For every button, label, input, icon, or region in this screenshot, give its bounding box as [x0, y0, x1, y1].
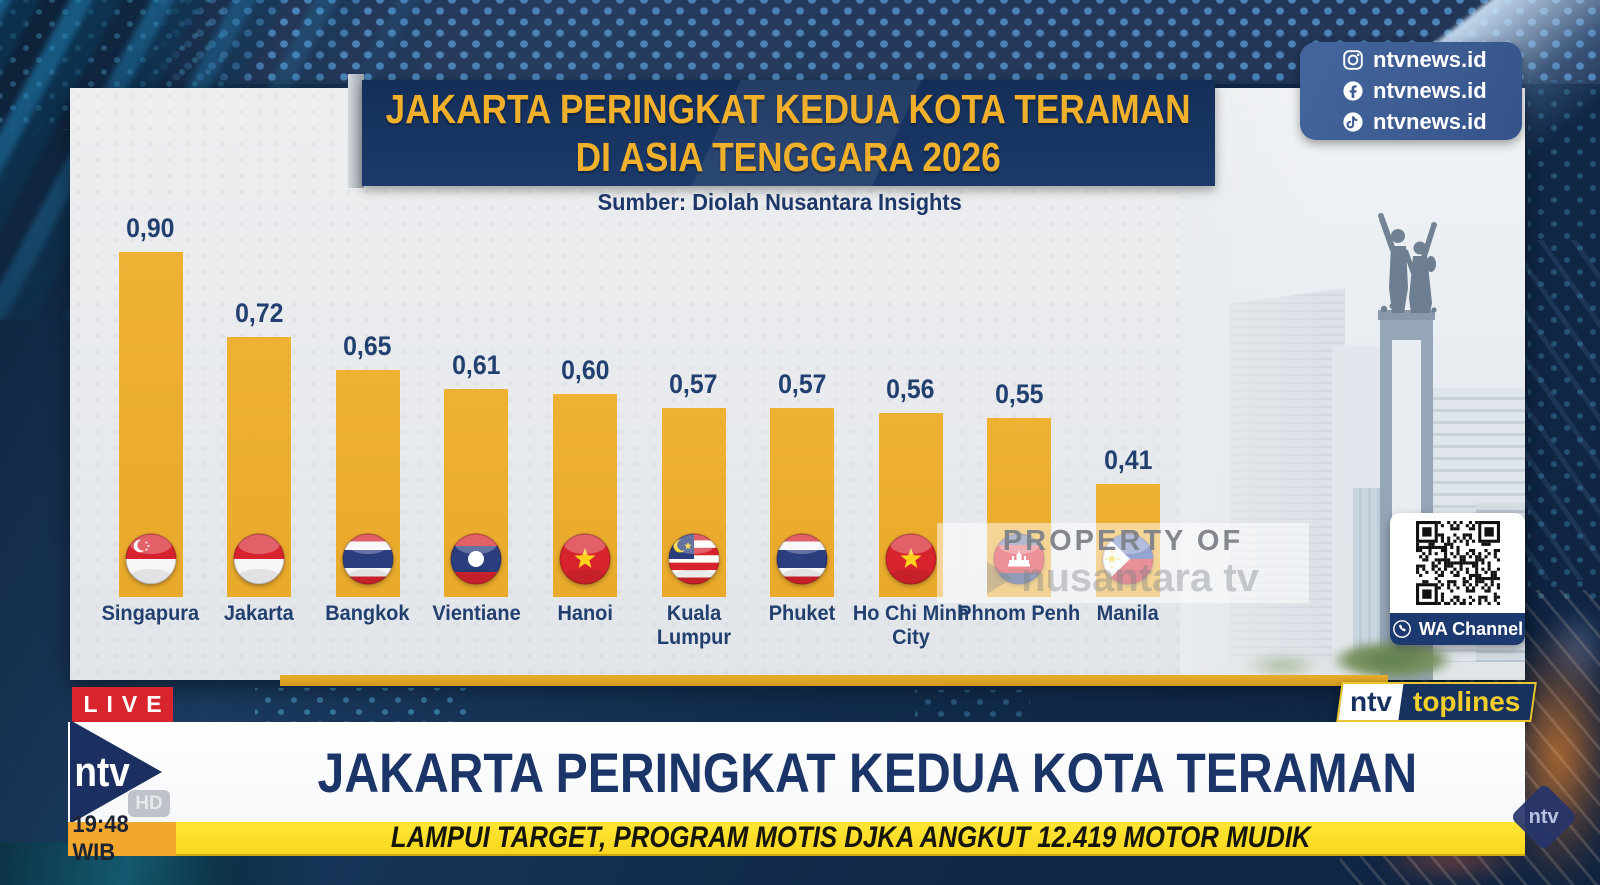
- social-row-facebook: ntvnews.id: [1300, 78, 1522, 104]
- chart-column: 0,57 Phuket: [737, 88, 867, 680]
- chart-source: Sumber: Diolah Nusantara Insights: [597, 189, 963, 215]
- bar-value: 0,60: [560, 355, 610, 385]
- singapore-flag-icon: [124, 533, 177, 585]
- indonesia-flag-icon: [233, 533, 285, 585]
- banner-sheen: [362, 80, 1215, 186]
- wa-channel-footer: WA Channel: [1390, 613, 1525, 645]
- ntv-toplines-logo: ntv toplines: [1336, 682, 1538, 722]
- laos-flag-icon: [450, 533, 502, 585]
- bar-label: Vientiane: [432, 602, 521, 625]
- watermark-line2: nusantara tv: [987, 558, 1259, 598]
- qr-code-box: WA Channel: [1390, 513, 1525, 645]
- chart-column: 0,56 Ho Chi Minh City: [846, 88, 976, 680]
- vietnam-flag-icon: [559, 533, 611, 585]
- social-handle: ntvnews.id: [1373, 78, 1487, 103]
- bar-label: Bangkok: [325, 602, 410, 625]
- bar-value: 0,56: [886, 374, 935, 404]
- bar-value: 0,55: [995, 379, 1044, 409]
- malaysia-flag-icon: [667, 533, 720, 585]
- news-ticker: LAMPUI TARGET, PROGRAM MOTIS DJKA ANGKUT…: [176, 821, 1525, 856]
- bar-label: Hanoi: [557, 602, 613, 625]
- headline: JAKARTA PERINGKAT KEDUA KOTA TERAMAN: [317, 740, 1418, 804]
- bar-label: Phuket: [768, 602, 836, 625]
- chart-column: 0,61 Vientiane: [411, 88, 541, 680]
- chart-title-line2: DI ASIA TENGGARA 2026: [575, 134, 1002, 180]
- bar-value: 0,41: [1103, 445, 1153, 475]
- play-triangle-icon: [987, 562, 1014, 594]
- social-handle: ntvnews.id: [1373, 47, 1487, 72]
- bar-value: 0,57: [669, 369, 718, 399]
- clock: 19:48 WIB: [68, 811, 176, 866]
- chart-column: 0,72 Jakarta: [194, 88, 324, 680]
- background-dots-right: [1528, 80, 1600, 600]
- wa-channel-label: WA Channel: [1418, 618, 1524, 639]
- instagram-icon: [1343, 50, 1363, 70]
- chart-column: 0,60 Hanoi: [520, 88, 650, 680]
- bar-value: 0,57: [777, 369, 827, 399]
- toplines-brand: ntv: [1338, 684, 1404, 720]
- thailand-flag-icon: [341, 533, 394, 585]
- property-watermark: PROPERTY OF nusantara tv: [937, 523, 1309, 603]
- gold-divider-bar: [280, 675, 1388, 686]
- bar-label: Ho Chi Minh City: [852, 602, 969, 649]
- chart-column: 0,90 Singapura: [86, 88, 216, 680]
- bar-label: Manila: [1096, 602, 1159, 625]
- social-handle: ntvnews.id: [1373, 109, 1487, 134]
- bar-value: 0,65: [343, 331, 392, 361]
- watermark-line1: PROPERTY OF: [1002, 525, 1244, 557]
- bar-value: 0,72: [234, 298, 284, 328]
- hd-badge: HD: [128, 790, 170, 817]
- chart-column: 0,65 Bangkok: [303, 88, 433, 680]
- bar-label: Kuala Lumpur: [656, 602, 731, 649]
- facebook-icon: [1343, 81, 1363, 101]
- background-dots-strip: [255, 688, 470, 722]
- live-badge: LIVE: [72, 687, 173, 722]
- social-row-tiktok: ntvnews.id: [1300, 109, 1522, 135]
- lower-third-bar: JAKARTA PERINGKAT KEDUA KOTA TERAMAN ntv…: [68, 720, 1525, 824]
- chart-title-banner: JAKARTA PERINGKAT KEDUA KOTA TERAMAN DI …: [362, 80, 1215, 186]
- social-row-instagram: ntvnews.id: [1300, 47, 1522, 73]
- background-dots-strip: [915, 690, 1030, 720]
- tiktok-icon: [1343, 112, 1363, 132]
- social-handles-box: ntvnews.id ntvnews.id ntvnews.id: [1300, 42, 1522, 140]
- banner-accent-bar: [348, 74, 364, 188]
- background-streaks-right: [1518, 240, 1600, 580]
- vietnam-flag-icon: [884, 533, 937, 585]
- bar-value: 0,90: [126, 213, 175, 243]
- thailand-flag-icon: [776, 533, 828, 585]
- bar-label: Phnom Penh: [958, 602, 1081, 625]
- chart-column: 0,57 Kuala Lumpur: [629, 88, 759, 680]
- bar-value: 0,61: [452, 350, 501, 380]
- toplines-label: toplines: [1398, 684, 1535, 720]
- bar-label: Jakarta: [224, 602, 295, 625]
- bar-label: Singapura: [101, 602, 200, 625]
- chart-title-line1: JAKARTA PERINGKAT KEDUA KOTA TERAMAN: [385, 86, 1192, 132]
- whatsapp-icon: [1392, 620, 1411, 638]
- qr-code: [1390, 513, 1525, 613]
